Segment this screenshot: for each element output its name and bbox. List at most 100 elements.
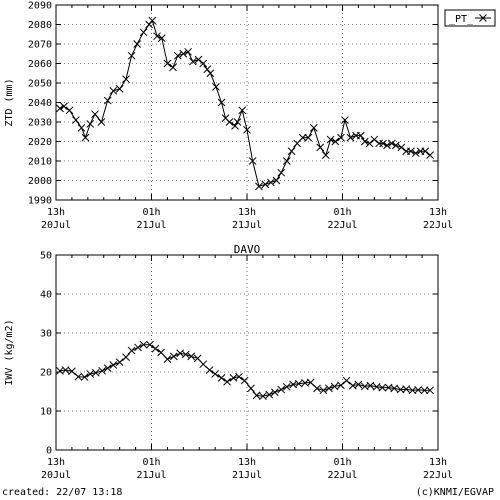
data-point-marker	[122, 353, 130, 362]
data-point-marker	[337, 381, 345, 390]
data-point-marker	[194, 55, 203, 64]
legend-box	[444, 9, 496, 27]
data-point-marker	[205, 366, 214, 374]
data-point-marker	[402, 385, 411, 394]
data-point-marker	[211, 370, 220, 378]
x-tick-label: 22Jul	[327, 470, 357, 481]
data-point-marker	[370, 135, 379, 144]
data-point-marker	[151, 344, 160, 353]
data-point-marker	[206, 69, 215, 78]
data-point-marker	[122, 75, 130, 83]
data-point-marker	[420, 386, 429, 395]
data-point-marker	[146, 340, 154, 349]
chart-title: DAVO	[234, 243, 261, 256]
data-point-marker	[298, 133, 307, 142]
data-point-marker	[337, 133, 345, 142]
data-point-marker	[397, 143, 406, 152]
data-point-marker	[316, 143, 325, 152]
data-point-marker	[255, 182, 263, 191]
y-tick-label: 1990	[28, 196, 52, 207]
data-point-marker	[240, 376, 249, 385]
y-tick-label: 2050	[28, 79, 52, 90]
data-point-marker	[414, 386, 422, 394]
legend-label: _PT_	[449, 14, 474, 25]
iwv-panel: 0 10 20 30 40 50 13h 20Jul 01h 21Jul 13h 21Jul 01h 22…	[4, 243, 453, 481]
data-point-marker	[72, 116, 80, 124]
data-point-marker	[383, 141, 391, 150]
data-point-marker	[157, 34, 166, 43]
x-tick-label: 01h	[333, 207, 351, 218]
data-point-marker	[325, 384, 333, 393]
data-point-marker	[277, 385, 286, 394]
data-point-marker	[97, 118, 106, 126]
data-point-marker	[360, 137, 369, 146]
data-point-marker	[366, 381, 375, 390]
data-point-marker	[217, 373, 226, 382]
data-point-marker	[411, 149, 420, 158]
y-tick-label: 40	[40, 290, 52, 301]
data-point-marker	[81, 133, 90, 142]
data-point-marker	[184, 47, 192, 56]
data-point-marker	[426, 151, 434, 160]
data-point-marker	[199, 59, 208, 68]
data-point-marker	[139, 28, 148, 37]
data-point-marker	[304, 133, 313, 142]
data-point-marker	[169, 63, 177, 72]
data-point-marker	[91, 368, 100, 377]
y-tick-label: 2000	[28, 176, 52, 187]
data-point-marker	[148, 16, 157, 25]
y-tick-label: 0	[46, 446, 52, 457]
data-point-marker	[98, 366, 107, 375]
data-point-marker	[267, 178, 275, 187]
data-point-marker	[65, 106, 74, 115]
x-tick-label: 21Jul	[136, 220, 166, 231]
legend-marker	[479, 14, 487, 22]
data-point-marker	[203, 65, 212, 74]
data-point-marker	[407, 147, 415, 156]
data-point-marker	[235, 372, 243, 381]
y-tick-label: 50	[40, 251, 52, 262]
data-point-marker	[74, 372, 83, 381]
x-tick-label: 01h	[333, 457, 351, 468]
data-point-marker	[77, 123, 86, 132]
copyright-credit: (c)KNMI/EGVAP	[415, 487, 494, 498]
data-point-marker	[86, 120, 95, 128]
data-point-marker	[61, 366, 70, 374]
data-point-marker	[60, 102, 68, 111]
data-point-marker	[157, 348, 165, 357]
data-point-marker	[342, 376, 351, 385]
y-tick-label: 2040	[28, 98, 52, 109]
data-point-marker	[379, 139, 387, 148]
data-point-marker	[238, 106, 247, 115]
x-tick-label: 21Jul	[136, 470, 166, 481]
x-tick-label: 01h	[142, 207, 160, 218]
data-point-marker	[390, 384, 399, 393]
y-tick-label: 30	[40, 329, 52, 340]
data-point-marker	[163, 355, 172, 363]
created-timestamp: created: 22/07 13:18	[2, 487, 123, 498]
data-point-marker	[265, 390, 274, 399]
x-tick-label: 13h	[238, 207, 256, 218]
y-tick-label: 2090	[28, 1, 52, 12]
data-point-marker	[331, 137, 340, 146]
x-tick-label: 13h	[47, 207, 65, 218]
data-point-marker	[282, 157, 291, 165]
data-point-marker	[103, 364, 112, 372]
data-point-marker	[145, 20, 153, 29]
data-point-marker	[103, 96, 112, 105]
x-tick-label: 13h	[429, 207, 447, 218]
data-point-marker	[109, 361, 118, 369]
data-point-marker	[169, 352, 178, 361]
plot-frame	[55, 254, 439, 451]
data-point-marker	[421, 147, 430, 156]
x-tick-label: 22Jul	[327, 220, 357, 231]
data-point-marker	[426, 386, 434, 395]
y-tick-label: 2020	[28, 137, 52, 148]
data-point-marker	[217, 98, 226, 107]
data-point-marker	[68, 367, 76, 376]
data-point-marker	[243, 125, 251, 134]
data-point-marker	[309, 123, 318, 132]
data-point-marker	[326, 135, 335, 144]
data-point-marker	[354, 380, 363, 389]
